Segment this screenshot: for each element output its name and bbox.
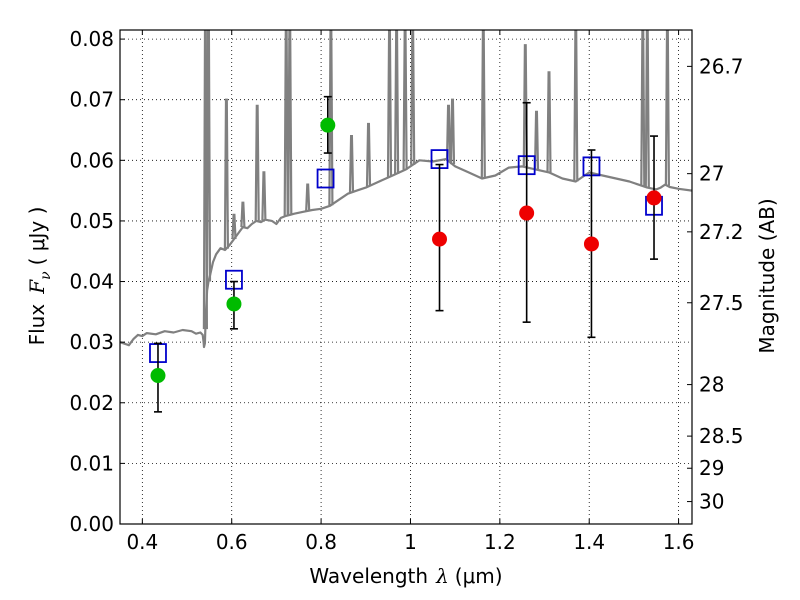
nir-detection-point (432, 231, 448, 247)
x-tick-label: 1.4 (573, 530, 605, 554)
x-tick-label: 0.6 (216, 530, 248, 554)
emission-line (573, 30, 579, 182)
y-tick-label: 0.08 (69, 27, 114, 51)
emission-line (205, 30, 212, 282)
emission-line (283, 30, 289, 216)
emission-line (254, 104, 260, 222)
nir-detection-point (646, 190, 662, 206)
x-tick-label: 1.6 (663, 530, 695, 554)
emission-line (365, 122, 372, 187)
emission-line (402, 30, 408, 170)
x-tick-label: 0.8 (305, 530, 337, 554)
y-axis-label: FluxFν( μJy ) (25, 207, 54, 346)
emission-line (305, 183, 311, 211)
emission-line (480, 30, 486, 179)
nir-detection-point (583, 236, 599, 252)
emission-line (445, 104, 452, 161)
emission-line (533, 110, 540, 170)
y2-tick-label: 28 (699, 373, 724, 397)
emission-line (410, 30, 416, 165)
model-photometry-point (316, 168, 335, 189)
optical-detection-point (226, 296, 242, 312)
emission-line (640, 30, 646, 187)
emission-line (644, 30, 650, 188)
y2-tick-label: 27.5 (699, 291, 744, 315)
y-tick-label: 0.05 (69, 209, 114, 233)
emission-line (386, 30, 393, 177)
y2-axis-label: Magnitude (AB) (755, 198, 779, 353)
y-tick-label: 0.07 (69, 88, 114, 112)
y2-tick-label: 27.2 (699, 220, 744, 244)
nir-detection-point (519, 205, 535, 221)
ticks: 0.4 0.6 0.8 1 1.2 1.4 1.6 0.00 0.01 0.02 0.03 0.04 0… (69, 27, 743, 554)
emission-line (287, 30, 293, 215)
optical-detection-point (320, 117, 336, 133)
emission-line (449, 98, 456, 165)
plot-frame (119, 29, 693, 525)
y2-tick-label: 26.7 (699, 54, 744, 78)
x-tick-label: 1.2 (484, 530, 516, 554)
emission-line (261, 171, 267, 221)
emission-line (664, 30, 670, 186)
y2-tick-label: 30 (699, 490, 724, 514)
optical-detection-point (150, 367, 166, 383)
emission-line (231, 213, 237, 240)
emission-line (546, 71, 552, 173)
y-tick-label: 0.03 (69, 330, 114, 354)
y-tick-label: 0.04 (69, 270, 114, 294)
y2-tick-label: 28.5 (699, 424, 744, 448)
emission-line (348, 135, 355, 193)
markers (149, 95, 663, 413)
y-tick-label: 0.00 (69, 512, 114, 536)
x-tick-label: 0.4 (126, 530, 158, 554)
y2-tick-label: 29 (699, 456, 724, 480)
emission-line (394, 30, 400, 174)
emission-line (328, 30, 334, 206)
x-axis-label: Wavelength λ (μm) (309, 564, 502, 588)
emission-line (223, 98, 229, 249)
y-tick-label: 0.06 (69, 148, 114, 172)
y-tick-label: 0.02 (69, 391, 114, 415)
emission-line (240, 201, 246, 228)
y2-tick-label: 27 (699, 162, 724, 186)
y-tick-label: 0.01 (69, 451, 114, 475)
x-tick-label: 1 (404, 530, 417, 554)
